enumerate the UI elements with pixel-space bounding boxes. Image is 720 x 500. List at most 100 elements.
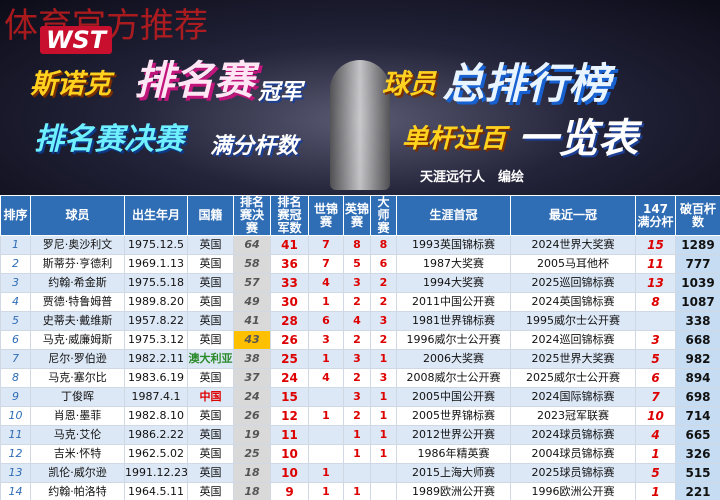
table-cell: 1989.8.20 <box>124 292 188 312</box>
table-cell: 1986.2.22 <box>124 425 188 445</box>
table-row: 2 斯蒂芬·亨德利 1969.1.13 英国 58 36 7 5 6 1987大奖赛 2005马耳他… <box>0 254 720 274</box>
table-cell: 25 <box>233 444 271 464</box>
logo: WST <box>40 26 113 54</box>
column-header: 世锦赛 <box>308 195 344 236</box>
table-cell: 5 <box>0 311 31 331</box>
column-header: 排名赛决赛 <box>233 195 271 236</box>
table-cell: 1969.1.13 <box>124 254 188 274</box>
table-cell: 3 <box>635 330 676 350</box>
table-cell: 2004球员锦标赛 <box>510 444 636 464</box>
table-cell <box>308 425 344 445</box>
table-row: 10 肖恩·墨菲 1982.8.10 英国 26 12 1 2 1 2005世界锦标赛 2023冠军… <box>0 406 720 426</box>
table-cell: 982 <box>675 349 720 369</box>
table-cell: 1 <box>343 425 371 445</box>
table-cell: 38 <box>233 349 271 369</box>
table-row: 1 罗尼·奥沙利文 1975.12.5 英国 64 41 7 8 8 1993英国锦标赛 2024世… <box>0 235 720 255</box>
table-cell: 13 <box>0 463 31 483</box>
table-cell: 1 <box>0 235 31 255</box>
table-cell: 19 <box>233 425 271 445</box>
table-cell: 8 <box>635 292 676 312</box>
table-cell: 11 <box>0 425 31 445</box>
table-cell: 1 <box>370 425 397 445</box>
table-cell: 1996威尔士公开赛 <box>396 330 511 350</box>
table-cell: 澳大利亚 <box>187 349 234 369</box>
column-header: 国籍 <box>187 195 234 236</box>
table-cell: 7 <box>308 235 344 255</box>
table-cell: 5 <box>635 463 676 483</box>
table-cell: 英国 <box>187 330 234 350</box>
table-row: 13 凯伦·威尔逊 1991.12.23 英国 18 10 1 2015上海大师赛 2025球员… <box>0 463 720 483</box>
table-cell: 15 <box>635 235 676 255</box>
table-row: 3 约翰·希金斯 1975.5.18 英国 57 33 4 3 2 1994大奖赛 2025巡回锦标… <box>0 273 720 293</box>
table-cell: 57 <box>233 273 271 293</box>
table-cell: 11 <box>270 425 309 445</box>
table-cell: 1 <box>370 406 397 426</box>
table-cell: 6 <box>308 311 344 331</box>
table-cell: 吉米·怀特 <box>30 444 125 464</box>
table-cell: 1994大奖赛 <box>396 273 511 293</box>
table-cell: 2 <box>343 406 371 426</box>
table-cell: 3 <box>0 273 31 293</box>
table-cell <box>635 311 676 331</box>
table-cell: 2005世界锦标赛 <box>396 406 511 426</box>
table-cell: 3 <box>308 330 344 350</box>
table-cell <box>370 463 397 483</box>
table-row: 5 史蒂夫·戴维斯 1957.8.22 英国 41 28 6 4 3 1981世界锦标赛 1995威… <box>0 311 720 331</box>
table-cell: 3 <box>343 273 371 293</box>
column-header: 出生年月 <box>124 195 188 236</box>
table-cell: 668 <box>675 330 720 350</box>
table-cell: 894 <box>675 368 720 388</box>
column-header: 英锦赛 <box>343 195 371 236</box>
table-cell <box>308 387 344 407</box>
table-cell: 18 <box>233 463 271 483</box>
table-cell: 1982.2.11 <box>124 349 188 369</box>
table-cell: 26 <box>233 406 271 426</box>
table-cell: 1986年精英赛 <box>396 444 511 464</box>
table-cell: 2012世界公开赛 <box>396 425 511 445</box>
header-row: 排序 球员 出生年月 国籍 排名赛决赛 排名赛冠军数 世锦赛 英锦赛 大师赛 生涯首冠 最近一冠 14… <box>0 195 720 236</box>
table-cell: 6 <box>0 330 31 350</box>
table-cell: 3 <box>370 368 397 388</box>
table-cell: 28 <box>270 311 309 331</box>
table-row: 9 丁俊晖 1987.4.1 中国 24 15 3 1 2005中国公开赛 2024国际锦标赛 7 6… <box>0 387 720 407</box>
author: 天涯远行人 编绘 <box>420 170 525 185</box>
table-cell: 马克·艾伦 <box>30 425 125 445</box>
table-cell: 8 <box>370 235 397 255</box>
table-cell: 7 <box>0 349 31 369</box>
table-cell: 1993英国锦标赛 <box>396 235 511 255</box>
table-cell: 49 <box>233 292 271 312</box>
table-cell: 2 <box>343 330 371 350</box>
table-cell: 尼尔·罗伯逊 <box>30 349 125 369</box>
column-header: 生涯首冠 <box>396 195 511 236</box>
table-cell: 1 <box>308 292 344 312</box>
title-text: 满分杆数 <box>210 134 299 159</box>
table-cell: 2 <box>0 254 31 274</box>
table-cell: 1 <box>370 349 397 369</box>
table-cell: 1991.12.23 <box>124 463 188 483</box>
table-cell: 1995威尔士公开赛 <box>510 311 636 331</box>
table-cell: 25 <box>270 349 309 369</box>
banner: 体育官方推荐 WST 斯诺克 排名赛 冠军 球员 总排行榜 排名赛决赛 满分杆数… <box>0 0 720 195</box>
table-cell: 1 <box>370 387 397 407</box>
table-cell: 2008威尔士公开赛 <box>396 368 511 388</box>
table-cell: 1087 <box>675 292 720 312</box>
table-cell: 2025威尔士公开赛 <box>510 368 636 388</box>
table-cell: 41 <box>233 311 271 331</box>
table-cell: 9 <box>270 482 309 500</box>
table-cell: 665 <box>675 425 720 445</box>
table-cell: 326 <box>675 444 720 464</box>
table-cell: 约翰·帕洛特 <box>30 482 125 500</box>
table-cell: 338 <box>675 311 720 331</box>
ranking-table: 排序 球员 出生年月 国籍 排名赛决赛 排名赛冠军数 世锦赛 英锦赛 大师赛 生涯首冠 最近一冠 14… <box>0 195 720 500</box>
table-row: 8 马克·塞尔比 1983.6.19 英国 37 24 4 2 3 2008威尔士公开赛 2025威… <box>0 368 720 388</box>
table-cell: 33 <box>270 273 309 293</box>
table-cell: 1981世界锦标赛 <box>396 311 511 331</box>
table-cell: 3 <box>370 311 397 331</box>
table-cell: 4 <box>308 273 344 293</box>
table-row: 4 贾德·特鲁姆普 1989.8.20 英国 49 30 1 2 2 2011中国公开赛 2024英… <box>0 292 720 312</box>
table-cell: 1 <box>308 482 344 500</box>
table-cell: 221 <box>675 482 720 500</box>
table-cell: 英国 <box>187 368 234 388</box>
title-text: 一览表 <box>518 116 638 162</box>
